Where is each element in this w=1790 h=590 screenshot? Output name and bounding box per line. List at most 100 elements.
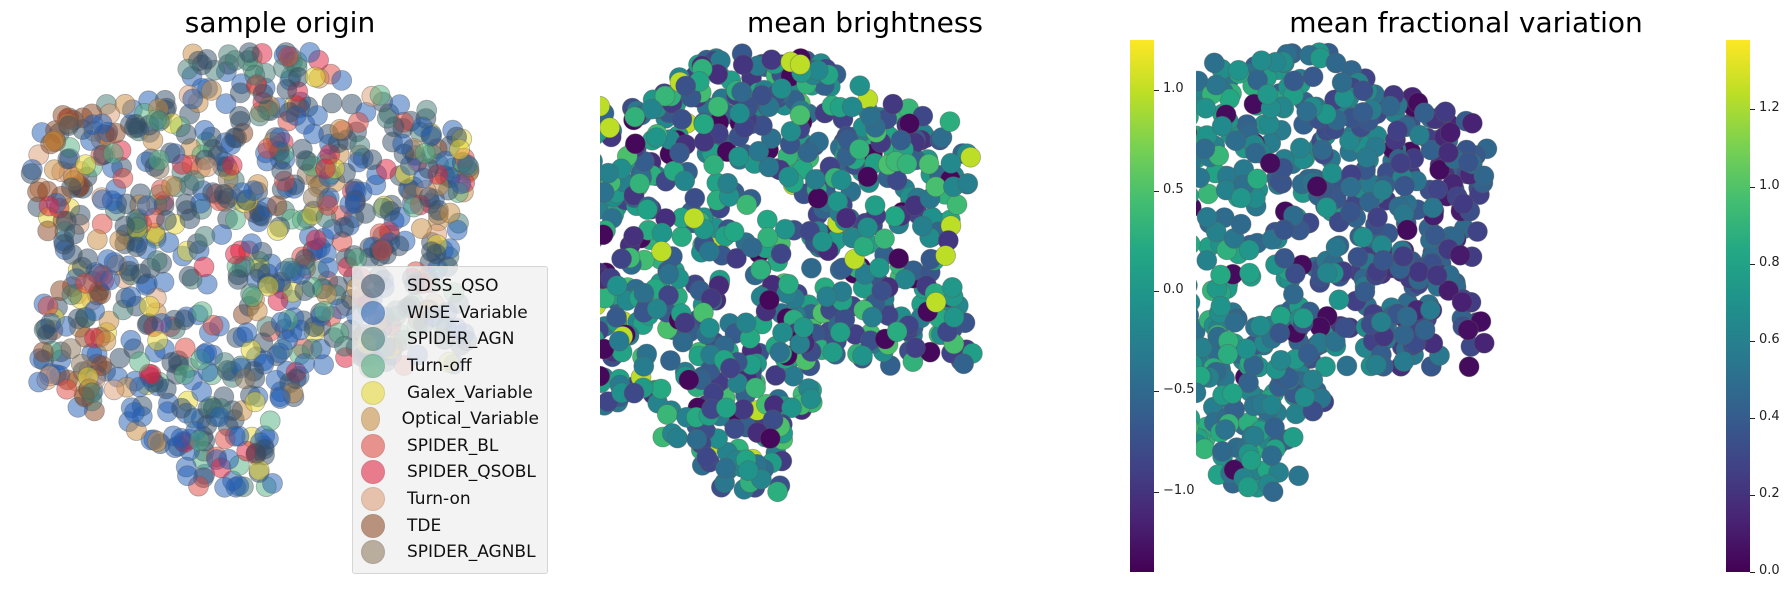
scatter-point [95, 330, 117, 352]
scatter-point [120, 329, 142, 351]
scatter-point [1426, 264, 1448, 286]
scatter-point [1196, 206, 1218, 228]
scatter-point [75, 272, 96, 294]
scatter-point [771, 78, 793, 99]
scatter-point [1435, 101, 1456, 123]
scatter-point [1228, 59, 1249, 81]
scatter-point [1283, 283, 1304, 305]
scatter-point [852, 345, 873, 367]
scatter-point [304, 66, 326, 88]
legend-label: SPIDER_QSOBL [407, 462, 536, 483]
scatter-point [1211, 440, 1233, 462]
scatter-point [1270, 349, 1292, 371]
scatter-point [671, 108, 693, 130]
scatter-point [1196, 152, 1202, 171]
scatter-point [651, 222, 673, 244]
scatter-point [410, 218, 432, 239]
scatter-point [1356, 146, 1378, 168]
scatter-point [67, 308, 89, 330]
legend-item: Turn-off [361, 353, 539, 380]
scatter-point [830, 169, 852, 191]
scatter-point [191, 381, 213, 403]
scatter-point [624, 106, 646, 128]
scatter-point [1196, 438, 1215, 460]
scatter-point [1334, 317, 1356, 339]
scatter-point [693, 113, 715, 135]
scatter-point [1205, 74, 1227, 96]
scatter-point [939, 111, 961, 132]
legend-label: WISE_Variable [407, 302, 528, 323]
scatter-point [816, 286, 838, 308]
scatter-point [147, 330, 169, 351]
colorbar-tick-label: −0.5 [1163, 382, 1195, 398]
scatter-point [81, 382, 103, 404]
scatter-point [1473, 332, 1495, 354]
scatter-point [61, 284, 83, 306]
scatter-point [208, 406, 230, 428]
legend-item: SPIDER_BL [361, 433, 539, 460]
scatter-point [646, 298, 668, 320]
colorbar-tick-label: 1.0 [1163, 81, 1184, 97]
scatter-point [703, 154, 725, 176]
scatter-point [56, 378, 78, 400]
scatter-point [651, 240, 672, 262]
scatter-point [941, 276, 963, 298]
scatter-point [1392, 245, 1414, 267]
scatter-point [600, 162, 619, 184]
scatter-point [1243, 425, 1265, 447]
scatter-point [425, 243, 447, 265]
scatter-point [1196, 420, 1199, 435]
scatter-point [860, 106, 882, 127]
scatter-point [1387, 120, 1408, 142]
colorbar-tick-label: −1.0 [1163, 482, 1195, 498]
scatter-point [789, 104, 811, 126]
legend-swatch-icon [361, 300, 385, 325]
scatter-point [439, 202, 461, 224]
scatter-point [600, 95, 611, 117]
scatter-point [735, 312, 757, 334]
scatter-point [699, 240, 720, 262]
scatter-point [1297, 343, 1319, 365]
scatter-point [800, 257, 822, 279]
scatter-point [1196, 337, 1213, 358]
scatter-point [244, 391, 266, 413]
scatter-point [1347, 246, 1369, 268]
scatter-point [1262, 481, 1284, 503]
scatter-point [262, 472, 283, 494]
scatter-point [1284, 263, 1306, 285]
scatter-point [1439, 122, 1461, 144]
scatter-point [925, 176, 947, 198]
scatter-point [155, 378, 177, 400]
scatter-point [1210, 295, 1232, 317]
scatter-point [118, 260, 140, 282]
scatter-point [886, 321, 908, 343]
legend-item: WISE_Variable [361, 300, 539, 327]
colorbar-tick-label: 0.0 [1163, 281, 1184, 297]
scatter-point [196, 156, 218, 178]
scatter-point [1274, 247, 1295, 269]
scatter-point [835, 207, 857, 229]
scatter-point [43, 159, 65, 181]
scatter-point [69, 204, 91, 226]
scatter-point [654, 85, 676, 107]
scatter-point [57, 148, 79, 170]
scatter-point [173, 309, 195, 331]
scatter-point [728, 146, 750, 168]
scatter-point [780, 120, 802, 142]
scatter-point [1196, 279, 1198, 292]
legend-label: Galex_Variable [407, 382, 533, 403]
colorbar-fracvar [1726, 40, 1750, 572]
legend-label: Turn-off [407, 356, 472, 377]
scatter-point [1340, 201, 1361, 223]
legend-item: Turn-on [361, 486, 539, 513]
scatter-point [667, 427, 688, 449]
legend-label: SPIDER_AGN [407, 329, 515, 350]
scatter-point [1371, 179, 1393, 201]
scatter-point [1427, 179, 1449, 200]
scatter-point [303, 123, 324, 145]
colorbar-tickmark [1154, 491, 1159, 493]
scatter-point [1393, 324, 1415, 346]
scatter-point [1294, 386, 1316, 408]
scatter-point [149, 110, 170, 132]
scatter-point [176, 465, 198, 487]
